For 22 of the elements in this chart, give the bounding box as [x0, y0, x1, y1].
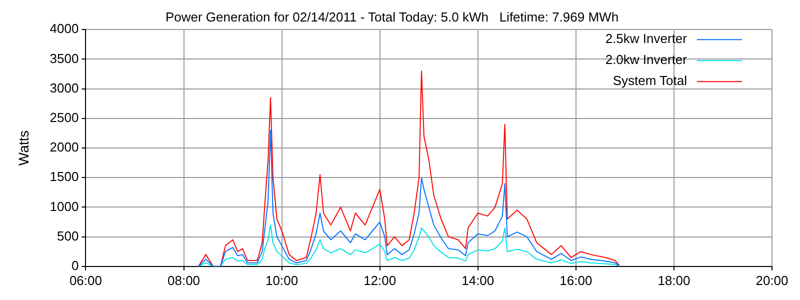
legend-label: System Total — [612, 73, 688, 88]
x-tick-label: 06:00 — [69, 272, 102, 288]
x-tick-label: 20:00 — [756, 272, 788, 288]
y-tick-label: 1000 — [50, 198, 79, 214]
y-tick-label: 4000 — [50, 21, 79, 36]
x-tick-label: 12:00 — [364, 272, 396, 288]
chart-title: Power Generation for 02/14/2011 - Total Today: 5.0 kWh Lifetime: 7.969 MWh — [165, 9, 619, 24]
y-tick-label: 2500 — [50, 110, 79, 125]
y-tick-label: 500 — [57, 228, 79, 244]
x-tick-label: 08:00 — [167, 272, 200, 288]
legend-label: 2.0kw Inverter — [605, 52, 688, 68]
x-tick-label: 10:00 — [266, 272, 298, 288]
y-tick-label: 3000 — [50, 80, 79, 96]
x-tick-label: 16:00 — [560, 272, 592, 288]
y-tick-label: 3500 — [50, 50, 79, 66]
y-tick-label: 2000 — [50, 140, 79, 155]
y-tick-label: 1500 — [50, 169, 79, 184]
x-tick-label: 18:00 — [658, 272, 690, 288]
y-tick-label: 0 — [71, 258, 79, 273]
y-axis-title: Watts — [15, 130, 32, 166]
x-tick-label: 14:00 — [462, 272, 494, 288]
legend-label: 2.5kw Inverter — [605, 31, 688, 46]
